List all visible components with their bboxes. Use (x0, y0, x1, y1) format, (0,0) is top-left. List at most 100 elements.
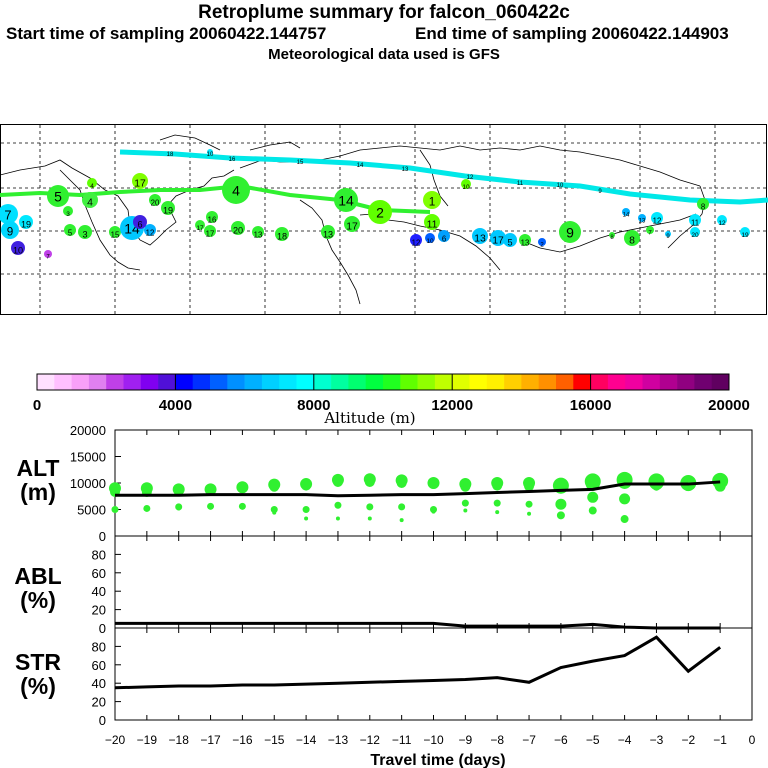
colorbar-swatch (607, 374, 626, 390)
alt-panel-label: ALT (m) (8, 456, 68, 504)
colorbar-swatch (521, 374, 539, 390)
alt-y-tick-label: 10000 (70, 476, 106, 491)
plume-marker-label: 20 (691, 232, 699, 239)
alt-altitude-dot (270, 506, 278, 513)
x-tick-label: −7 (522, 733, 536, 747)
plume-marker (252, 226, 264, 238)
colorbar-swatch (71, 374, 90, 390)
plume-marker-label: 12 (653, 217, 662, 226)
alt-altitude-dot (428, 479, 439, 490)
x-tick-label: −3 (650, 733, 664, 747)
plume-marker (204, 225, 216, 237)
plume-marker-label: 2 (540, 242, 544, 248)
colorbar-tick-label: 12000 (431, 397, 473, 414)
plume-marker-label: 8 (629, 236, 635, 247)
plume-marker-label: 4 (87, 198, 93, 209)
alt-altitude-dot (366, 503, 374, 511)
plume-marker-label: 17 (196, 225, 204, 232)
plume-marker-label: 20 (233, 226, 243, 236)
colorbar-swatch (659, 374, 678, 390)
alt-y-tick-label: 20000 (70, 423, 106, 438)
str-line (114, 635, 722, 690)
plume-marker (334, 188, 358, 212)
colorbar-swatch (365, 374, 384, 390)
plume-marker-label: 6 (137, 220, 142, 230)
plume-marker (344, 216, 360, 232)
plume-marker-label: 1 (429, 196, 436, 209)
plume-marker (321, 225, 335, 239)
x-tick-label: −11 (392, 733, 412, 747)
plume-marker (149, 194, 161, 206)
colorbar-swatch (504, 374, 522, 390)
abl-y-tick-label: 20 (92, 603, 106, 618)
x-tick-label: 0 (749, 733, 756, 747)
plume-marker-label: 7 (648, 230, 652, 236)
plume-marker-label: 14 (623, 212, 630, 218)
plume-marker (44, 250, 52, 258)
plume-marker (161, 201, 175, 215)
abl-y-tick-label: 40 (92, 584, 106, 599)
alt-altitude-dot (716, 482, 725, 491)
str-label-title: STR (15, 649, 61, 675)
plume-marker-label: 13 (521, 239, 530, 248)
plume-marker (690, 227, 700, 237)
coastline-path (299, 199, 361, 305)
colorbar-swatch (331, 374, 349, 390)
str-y-tick-label: 40 (92, 676, 106, 691)
alt-altitude-dot (398, 503, 406, 511)
plume-marker-label: 17 (134, 179, 146, 190)
plume-marker-label: 7 (4, 208, 11, 223)
str-y-tick-label: 0 (99, 713, 106, 728)
colorbar-swatch (417, 374, 436, 390)
colorbar-swatch (556, 374, 574, 390)
alt-altitude-dot (463, 508, 468, 513)
alt-y-tick-label: 15000 (70, 450, 106, 465)
colorbar-tick-label: 0 (33, 397, 41, 414)
alt-altitude-dot (237, 483, 248, 494)
plume-marker-label: 17 (206, 230, 215, 239)
colorbar-swatch (573, 374, 591, 390)
colorbar-swatch (279, 374, 297, 390)
plume-marker (19, 215, 33, 229)
alt-altitude-dot (113, 508, 117, 513)
sampling-end-time: End time of sampling 20060422.144903 (415, 24, 729, 43)
plume-marker-label: 5 (54, 189, 62, 205)
plume-marker (207, 149, 213, 155)
x-tick-label: −16 (232, 733, 253, 747)
upper-track (119, 149, 768, 205)
plume-marker-label: 13 (323, 230, 333, 240)
colorbar-swatch (642, 374, 661, 390)
colorbar-frame (36, 373, 730, 391)
alt-altitude-dot (367, 516, 372, 521)
plume-marker-label: 12 (146, 229, 155, 238)
plume-marker (275, 227, 289, 241)
plume-marker (195, 220, 205, 230)
x-tick-label: −5 (586, 733, 600, 747)
plume-marker-label: 12 (718, 220, 726, 227)
plume-marker (461, 179, 471, 189)
plume-marker (638, 214, 646, 222)
alt-altitude-dot (524, 481, 535, 492)
x-axis-label: Travel time (days) (370, 752, 505, 768)
alt-altitude-dot (588, 506, 597, 515)
plume-marker (64, 224, 76, 236)
colorbar-swatch (469, 374, 488, 390)
alt-altitude-dot (555, 498, 567, 510)
time-series-panels: 0 5000 10000 15000 20000 0 20 40 60 80 0 20 40 60 80 −2… (70, 423, 756, 768)
x-tick-label: −1 (713, 733, 727, 747)
alt-altitude-dot (587, 491, 599, 503)
plume-marker-label: 14 (338, 193, 354, 209)
colorbar-swatch (625, 374, 643, 390)
coastline-path (159, 134, 221, 151)
plume-marker-label: 15 (111, 231, 120, 240)
plume-marker (717, 215, 727, 225)
plume-marker (646, 226, 654, 234)
x-tick-label: −13 (328, 733, 349, 747)
alt-altitude-dot (431, 509, 436, 514)
abl-panel-frame (114, 535, 753, 629)
alt-altitude-dot (527, 511, 532, 516)
plume-marker (423, 191, 441, 209)
x-tick-label: −19 (137, 733, 158, 747)
plume-marker (503, 233, 517, 247)
plume-marker-label: 3 (82, 230, 87, 240)
